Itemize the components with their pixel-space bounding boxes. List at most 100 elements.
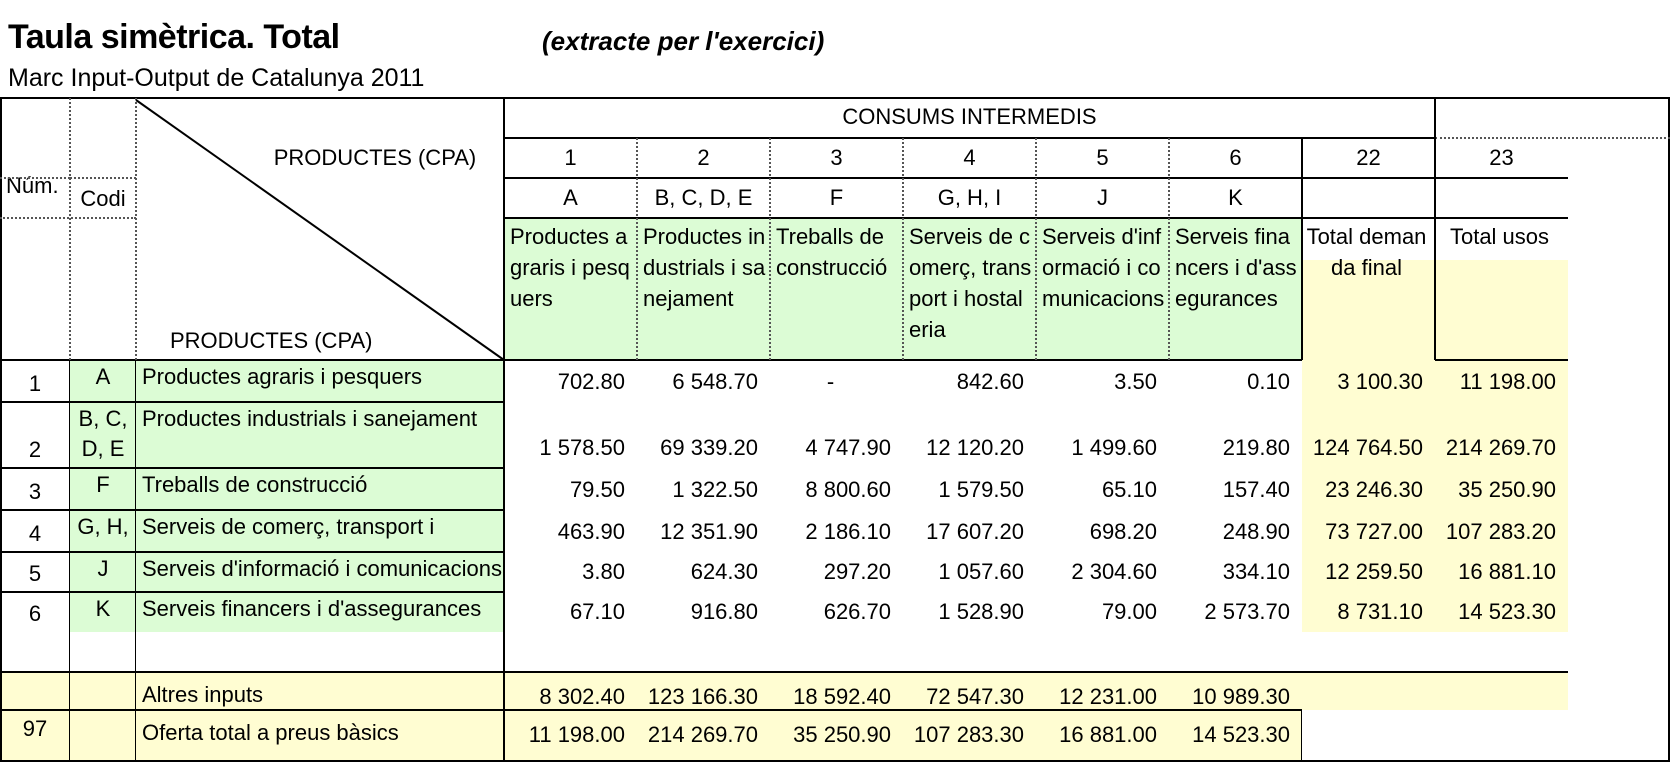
table-cell: 12 351.90: [660, 519, 758, 544]
table-cell: 12 120.20: [926, 435, 1024, 460]
table-cell: 8 731.10: [1337, 599, 1423, 624]
table-cell: 3.80: [582, 559, 625, 584]
grid-line: [0, 97, 1670, 99]
grid-line: [1168, 138, 1170, 360]
column-name-2: Productes industrials i sanejament: [643, 224, 766, 311]
grid-line: [69, 360, 70, 762]
grid-line: [0, 551, 504, 553]
table-cell: 2 304.60: [1071, 559, 1157, 584]
column-num-3: 3: [830, 145, 843, 170]
grid-line: [1035, 138, 1037, 360]
table-cell: 157.40: [1222, 477, 1290, 502]
footer-row-name: Altres inputs: [142, 682, 264, 707]
table-cell: 624.30: [690, 559, 758, 584]
table-cell: 214 269.70: [647, 722, 758, 747]
column-code-3: F: [829, 185, 844, 210]
table-cell: 124 764.50: [1312, 435, 1423, 460]
table-cell: 698.20: [1089, 519, 1157, 544]
table-cell: 3 100.30: [1337, 369, 1423, 394]
row-num: 3: [28, 479, 42, 504]
table-cell: 35 250.90: [1458, 477, 1556, 502]
table-cell: 8 800.60: [805, 477, 891, 502]
table-cell: -: [826, 369, 835, 394]
table-cell: 65.10: [1101, 477, 1157, 502]
grid-line: [1668, 98, 1670, 762]
grid-line: [504, 359, 1302, 361]
table-cell: 1 528.90: [938, 599, 1024, 624]
row-name: Productes industrials i sanejament: [142, 406, 478, 431]
column-name-3: Treballs de construcció: [776, 224, 888, 280]
grid-line: [769, 138, 771, 360]
table-cell: 1 499.60: [1071, 435, 1157, 460]
column-code-4: G, H, I: [937, 185, 1002, 210]
column-name-4: Serveis de comerç, transport i hostaleri…: [909, 224, 1032, 342]
column-num-2: 2: [697, 145, 710, 170]
table-cell: 14 523.30: [1458, 599, 1556, 624]
table-cell: 11 198.00: [528, 722, 625, 747]
page-title: Taula simètrica. Total: [8, 18, 340, 56]
grid-line: [135, 98, 137, 360]
table-cell: 1 057.60: [938, 559, 1024, 584]
table-cell: 67.10: [569, 599, 625, 624]
row-code: J: [97, 556, 109, 581]
table-cell: 297.20: [823, 559, 891, 584]
grid-line: [1434, 138, 1436, 360]
row-code: B, C, D, E: [78, 406, 128, 461]
grid-line: [1435, 137, 1670, 139]
table-cell: 14 523.30: [1192, 722, 1290, 747]
column-name-6: Serveis financers i d'assegurances: [1175, 224, 1297, 311]
row-code: K: [95, 596, 111, 621]
table-cell: 1 578.50: [539, 435, 625, 460]
grid-line: [0, 760, 1670, 762]
grid-line: [0, 591, 504, 593]
row-label-block: [70, 360, 504, 632]
table-cell: 72 547.30: [926, 684, 1024, 709]
table-cell: 248.90: [1222, 519, 1290, 544]
io-table: Núm. Codi PRODUCTES (CPA) PRODUCTES (CPA) CO…: [0, 97, 1670, 762]
table-cell: 11 198.00: [1459, 369, 1556, 394]
column-num-4: 4: [963, 145, 976, 170]
row-name: Serveis financers i d'assegurances: [142, 596, 482, 621]
table-cell: 0.10: [1247, 369, 1290, 394]
row-axis-label: PRODUCTES (CPA): [170, 328, 373, 353]
table-cell: 69 339.20: [660, 435, 758, 460]
page-subtitle: Marc Input-Output de Catalunya 2011: [8, 64, 425, 92]
row-name: Treballs de construcció: [142, 472, 368, 497]
grid-line: [503, 98, 505, 360]
table-cell: 6 548.70: [672, 369, 758, 394]
table-cell: 2 573.70: [1204, 599, 1290, 624]
column-name-5: Serveis d'informació i comunicacions: [1042, 224, 1165, 311]
grid-line: [0, 467, 504, 469]
grid-line: [504, 137, 1435, 139]
grid-line: [636, 138, 638, 360]
row-num: 1: [28, 371, 42, 396]
column-num-23: 23: [1489, 145, 1514, 170]
grid-line: [1434, 98, 1436, 138]
table-cell: 16 881.10: [1458, 559, 1556, 584]
footer-row-name: Oferta total a preus bàsics: [142, 720, 399, 745]
row-num: 2: [28, 437, 42, 462]
grid-line: [1302, 671, 1568, 673]
grid-line: [0, 177, 70, 179]
altres-inputs-row-bg: [0, 672, 1302, 710]
grid-line: [0, 709, 1302, 711]
grid-line: [0, 671, 1302, 673]
grid-line: [1301, 138, 1303, 360]
column-code-2: B, C, D, E: [654, 185, 753, 210]
table-cell: 23 246.30: [1325, 477, 1423, 502]
column-code-6: K: [1228, 185, 1243, 210]
oferta-row-bg: [0, 710, 1302, 762]
column-num-22: 22: [1356, 145, 1381, 170]
altres-inputs-totals-bg: [1302, 672, 1568, 710]
table-cell: 10 989.30: [1192, 684, 1290, 709]
grid-line: [0, 401, 504, 403]
header-diagonal: [135, 99, 505, 361]
table-cell: 842.60: [956, 369, 1024, 394]
column-name-1: Productes agraris i pesquers: [510, 224, 630, 311]
table-cell: 4 747.90: [805, 435, 891, 460]
column-name-22: Total demanda final: [1306, 224, 1427, 280]
column-code-1: A: [563, 185, 578, 210]
table-cell: 107 283.30: [913, 722, 1024, 747]
table-cell: 626.70: [823, 599, 891, 624]
row-name: Serveis d'informació i comunicacions: [142, 556, 503, 581]
